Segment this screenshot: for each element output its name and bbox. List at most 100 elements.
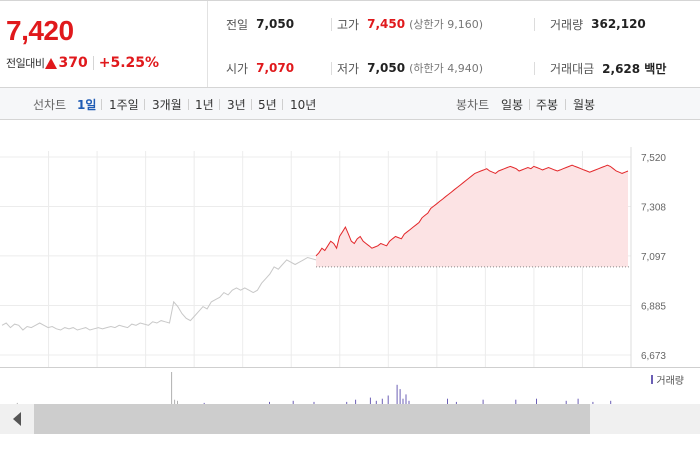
stat-open: 시가 7,070 [226, 58, 294, 78]
divider [188, 99, 189, 110]
stat-low: 저가 7,050 (하한가 4,940) [337, 58, 483, 78]
volume-bar [447, 398, 448, 404]
tab-5years[interactable]: 5년 [258, 98, 277, 112]
tab-weekly-candle[interactable]: 주봉 [536, 98, 559, 112]
stat-label: 고가 [337, 17, 360, 32]
line-chart-label: 선차트 [33, 98, 67, 112]
volume-bar [381, 398, 383, 404]
tab-monthly-candle[interactable]: 월봉 [573, 98, 596, 112]
volume-bar [610, 400, 612, 404]
divider [565, 99, 566, 110]
tab-1year[interactable]: 1년 [195, 98, 214, 112]
change-value: 370 [58, 55, 88, 71]
volume-bar [515, 399, 517, 404]
volume-bar [565, 400, 567, 404]
stat-label: 거래량 [550, 17, 584, 32]
stat-value: 7,050 [256, 17, 295, 31]
divider [92, 56, 94, 70]
volume-bar [375, 400, 377, 404]
scroll-left-button[interactable] [0, 404, 34, 434]
volume-bar [16, 402, 18, 404]
volume-legend: 거래량 [651, 372, 684, 387]
volume-bar [482, 399, 484, 404]
divider [529, 99, 530, 110]
volume-bar [171, 372, 173, 404]
change-rate: +5.25% [98, 55, 160, 71]
legend-swatch [651, 375, 654, 384]
stat-value: 7,450 [367, 17, 406, 31]
stat-volume: 거래량 362,120 [550, 14, 646, 34]
series-line-after [315, 164, 629, 257]
y-tick-label: 7,097 [641, 252, 666, 263]
scroll-thumb[interactable] [34, 404, 590, 434]
stat-value: 362,120 [591, 17, 646, 31]
price-chart: 7,520 7,308 7,097 6,885 6,673 [0, 121, 700, 367]
volume-bar [292, 400, 294, 404]
divider [219, 99, 220, 110]
stat-sub: (상한가 9,160) [409, 18, 483, 31]
change-label: 전일대비 [6, 57, 45, 70]
volume-bar [592, 401, 594, 404]
stat-label: 전일 [226, 17, 249, 32]
divider [251, 99, 252, 110]
volume-bar [177, 400, 178, 404]
divider [534, 62, 535, 75]
stat-amount: 거래대금 2,628 백만 [550, 58, 666, 78]
price-chart-svg: 7,520 7,308 7,097 6,885 6,673 [0, 147, 666, 367]
series-fill-area [316, 165, 628, 267]
volume-chart-svg [16, 372, 612, 404]
volume-bar [174, 399, 176, 404]
current-price-panel: 7,420 전일대비 370 +5.25% [0, 1, 208, 87]
divider [144, 99, 145, 110]
chart-tabs: 선차트 1일 1주일 3개월 1년 3년 5년 10년 봉차트 일봉 주봉 월봉 [0, 88, 700, 120]
volume-bar [369, 397, 371, 404]
volume-bar [455, 401, 457, 404]
volume-bar [387, 395, 389, 404]
divider [534, 18, 535, 31]
volume-bar [402, 398, 404, 404]
divider [282, 99, 283, 110]
volume-bar [405, 394, 407, 404]
y-tick-label: 6,885 [641, 301, 666, 312]
volume-bar [313, 401, 315, 404]
stat-value: 2,628 백만 [602, 61, 667, 76]
divider [101, 99, 102, 110]
volume-bar [399, 389, 401, 404]
change-row: 전일대비 370 +5.25% [6, 55, 159, 71]
volume-bar [408, 400, 410, 404]
tab-1week[interactable]: 1주일 [109, 98, 139, 112]
volume-chart: 거래량 [0, 367, 700, 404]
up-triangle-icon [45, 57, 58, 69]
volume-bar [269, 401, 270, 404]
y-tick-label: 7,520 [641, 153, 666, 164]
stat-value: 7,070 [256, 61, 295, 75]
volume-bar [203, 402, 205, 404]
stat-label: 거래대금 [550, 61, 595, 76]
stat-value: 7,050 [367, 61, 406, 75]
stat-label: 저가 [337, 61, 360, 76]
tab-daily-candle[interactable]: 일봉 [501, 98, 524, 112]
quote-stats: 전일 7,050 고가 7,450 (상한가 9,160) 거래량 362,12… [209, 1, 700, 87]
chart-scrollbar[interactable] [0, 404, 700, 434]
volume-legend-label: 거래량 [656, 376, 684, 387]
tab-3years[interactable]: 3년 [227, 98, 246, 112]
tab-3months[interactable]: 3개월 [152, 98, 182, 112]
tab-10years[interactable]: 10년 [290, 98, 317, 112]
stat-prev-close: 전일 7,050 [226, 14, 294, 34]
volume-bar [355, 399, 357, 404]
y-tick-label: 6,673 [641, 351, 666, 362]
divider [331, 62, 332, 75]
volume-bar [346, 401, 348, 404]
candle-chart-label: 봉차트 [456, 98, 490, 112]
quote-header: 7,420 전일대비 370 +5.25% 전일 7,050 고가 7,450 … [0, 0, 700, 88]
stat-high: 고가 7,450 (상한가 9,160) [337, 14, 483, 34]
series-line-before [1, 256, 317, 331]
tab-1day[interactable]: 1일 [77, 98, 97, 112]
stat-label: 시가 [226, 61, 249, 76]
current-price: 7,420 [6, 15, 74, 46]
volume-bar [396, 384, 398, 404]
volume-bar [536, 398, 537, 404]
stat-sub: (하한가 4,940) [409, 62, 483, 75]
arrow-left-icon [13, 412, 21, 426]
divider [331, 18, 332, 31]
